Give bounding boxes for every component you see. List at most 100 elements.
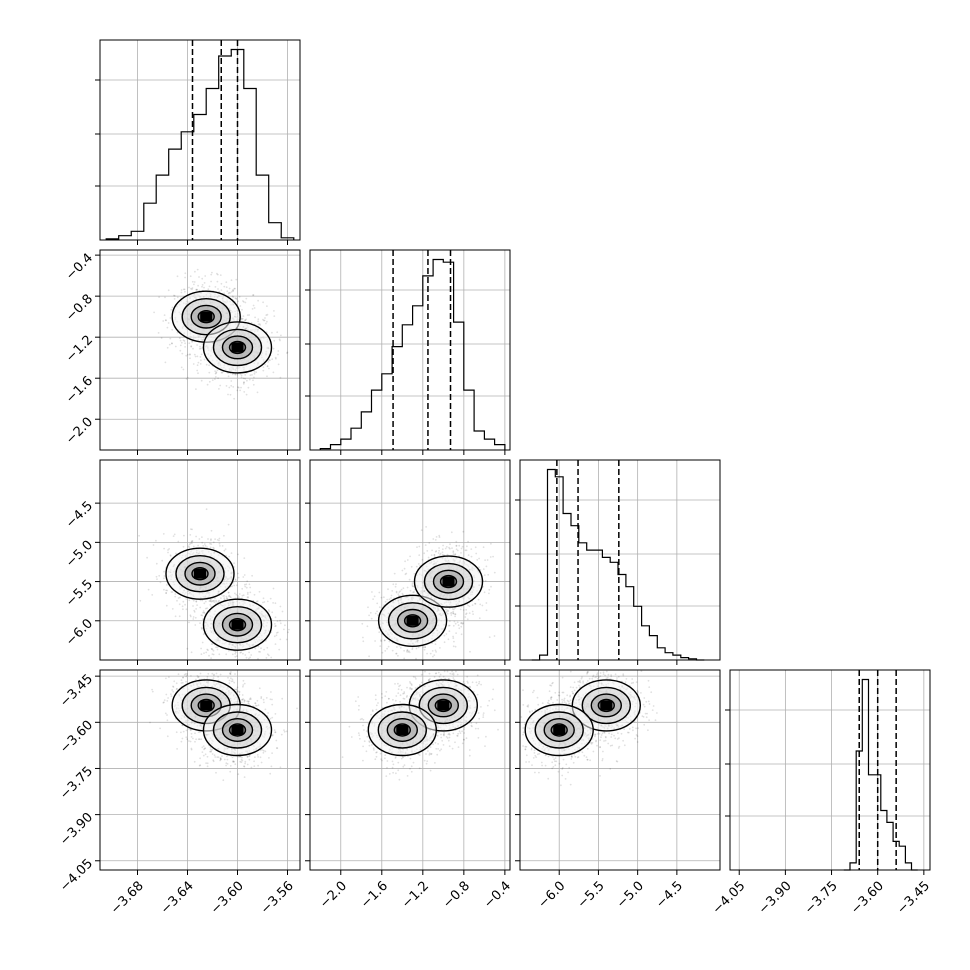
sample-point (182, 368, 185, 371)
sample-point (203, 358, 206, 361)
sample-point (189, 740, 192, 743)
sample-point (218, 542, 221, 545)
sample-point (483, 574, 486, 576)
sample-point (273, 315, 276, 317)
sample-point (227, 292, 230, 295)
sample-point (243, 557, 246, 559)
sample-point (380, 640, 383, 643)
sample-point (483, 591, 486, 594)
sample-point (194, 270, 196, 273)
sample-point (199, 347, 202, 350)
sample-point (279, 339, 281, 342)
sample-point (172, 690, 175, 693)
sample-point (196, 364, 199, 367)
sample-point (231, 289, 234, 292)
sample-point (205, 651, 208, 654)
sample-point (155, 562, 158, 565)
sample-point (374, 612, 377, 615)
sample-point (265, 314, 268, 316)
sample-point (200, 379, 203, 382)
sample-point (198, 764, 201, 767)
sample-point (207, 538, 209, 540)
sample-point (203, 543, 206, 545)
sample-point (167, 289, 170, 292)
sample-point (391, 649, 394, 652)
sample-point (221, 371, 224, 374)
sample-point (248, 651, 251, 654)
sample-point (196, 344, 199, 346)
sample-point (457, 624, 460, 627)
sample-point (423, 552, 426, 555)
sample-point (273, 635, 276, 638)
sample-point (488, 636, 491, 639)
sample-point (190, 345, 193, 347)
sample-point (396, 646, 398, 648)
sample-point (380, 596, 383, 599)
sample-point (462, 530, 465, 533)
sample-point (381, 651, 384, 654)
sample-point (230, 596, 232, 599)
sample-point (215, 600, 218, 603)
sample-point (452, 553, 455, 555)
sample-point (275, 632, 278, 634)
sample-point (231, 585, 234, 588)
sample-point (484, 580, 487, 582)
sample-point (434, 649, 437, 652)
sample-point (223, 549, 226, 552)
sample-point (212, 649, 215, 652)
sample-point (277, 353, 279, 356)
sample-point (192, 347, 194, 350)
sample-point (484, 559, 486, 561)
sample-point (438, 549, 440, 552)
sample-point (179, 344, 182, 347)
sample-point (237, 595, 239, 597)
sample-point (478, 557, 480, 560)
sample-point (196, 369, 199, 372)
sample-point (391, 590, 394, 592)
sample-point (224, 548, 227, 550)
sample-point (214, 378, 216, 380)
sample-point (452, 551, 455, 554)
sample-point (448, 630, 451, 633)
sample-point (384, 600, 387, 603)
sample-point (191, 542, 193, 544)
sample-point (267, 609, 270, 611)
sample-point (193, 353, 196, 356)
sample-point (279, 766, 282, 769)
sample-point (256, 391, 259, 394)
sample-point (222, 779, 225, 782)
sample-point (256, 754, 259, 756)
sample-point (462, 609, 465, 611)
sample-point (471, 604, 474, 606)
sample-point (248, 657, 250, 660)
sample-point (197, 284, 200, 287)
sample-point (166, 326, 169, 329)
sample-point (266, 600, 269, 603)
sample-point (264, 363, 266, 366)
sample-point (192, 545, 195, 548)
sample-point (173, 294, 176, 297)
sample-point (227, 676, 229, 679)
sample-point (234, 655, 237, 658)
sample-point (171, 342, 173, 345)
sample-point (199, 606, 202, 609)
sample-point (235, 593, 238, 596)
sample-point (237, 576, 240, 579)
sample-point (439, 647, 441, 649)
sample-point (408, 651, 411, 654)
sample-point (445, 608, 447, 611)
sample-point (237, 300, 240, 303)
sample-point (369, 611, 372, 614)
sample-point (234, 652, 237, 655)
sample-point (247, 596, 250, 599)
sample-point (255, 371, 258, 374)
sample-point (243, 391, 246, 393)
sample-point (388, 640, 391, 643)
sample-point (460, 625, 463, 628)
sample-point (178, 615, 181, 618)
sample-point (164, 319, 167, 321)
sample-point (185, 598, 188, 600)
sample-point (442, 544, 444, 547)
sample-point (199, 363, 202, 365)
sample-point (455, 545, 458, 547)
